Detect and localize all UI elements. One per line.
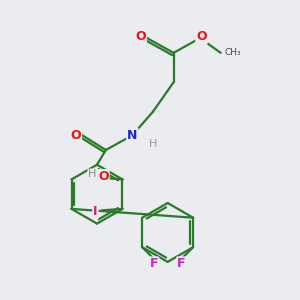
Text: I: I [93, 205, 98, 218]
Text: N: N [127, 129, 137, 142]
Text: F: F [150, 257, 158, 271]
Text: CH₃: CH₃ [224, 48, 241, 57]
Text: H: H [149, 139, 157, 149]
Text: O: O [135, 30, 146, 43]
Text: O: O [196, 30, 207, 43]
Text: O: O [98, 170, 109, 183]
Text: O: O [70, 129, 81, 142]
Text: H: H [88, 169, 97, 179]
Text: F: F [177, 257, 186, 271]
